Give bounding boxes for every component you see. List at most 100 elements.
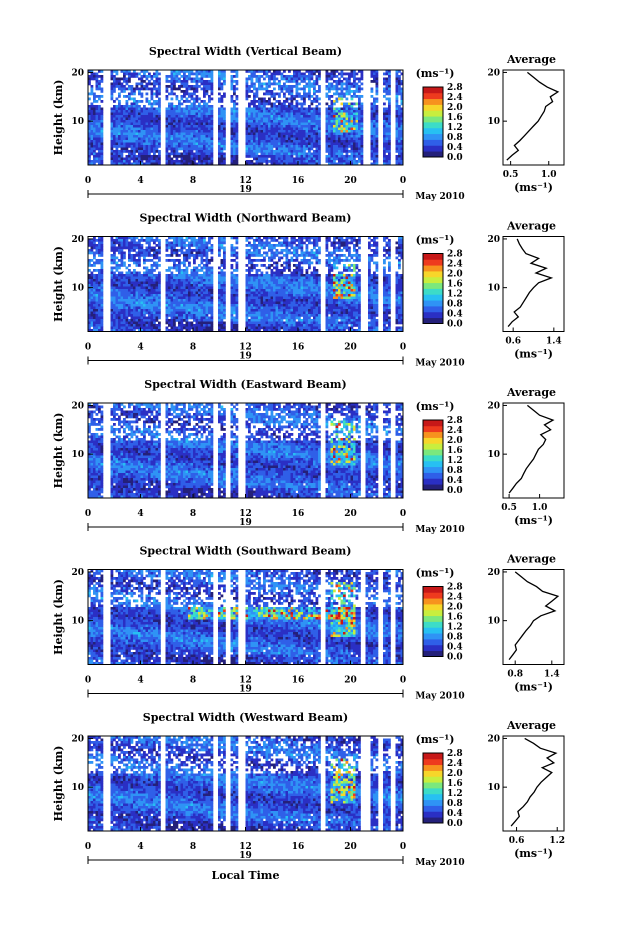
heatmap-cell [285,157,289,161]
heatmap-cell [123,90,126,93]
heatmap-cell [358,140,361,143]
heatmap-cell [315,82,319,86]
heatmap-cell [155,324,159,327]
heatmap-cell [333,80,336,83]
heatmap-cell [253,130,256,133]
heatmap-cell [305,130,309,133]
heatmap-cell [148,316,151,320]
heatmap-cell [120,130,124,133]
heatmap-cell [210,85,214,88]
heatmap-cell [100,147,104,151]
y-tick-label: 20 [71,68,84,78]
heatmap-cell [93,157,96,161]
heatmap-cell [145,279,149,282]
heatmap-cell [288,92,291,96]
heatmap-cell [285,160,289,163]
heatmap-cell [90,299,94,302]
heatmap-cell [88,92,91,96]
heatmap-cell [308,117,311,121]
heatmap-cell [205,70,209,73]
heatmap-cell [125,294,129,297]
heatmap-cell [340,125,344,128]
heatmap-cell [218,152,221,156]
heatmap-cell [260,157,264,161]
heatmap-cell [345,82,349,86]
heatmap-cell [180,241,184,245]
heatmap-cell [370,155,374,158]
heatmap-cell [168,284,171,287]
heatmap-cell [385,150,389,153]
heatmap-cell [150,239,154,242]
heatmap-cell [143,117,146,121]
heatmap-cell [400,82,404,86]
heatmap-cell [268,152,271,156]
heatmap-cell [98,147,101,151]
heatmap-cell [385,82,389,86]
heatmap-cell [220,105,224,108]
heatmap-cell [200,87,204,91]
heatmap-cell [373,80,376,83]
heatmap-cell [175,150,179,153]
heatmap-cell [330,72,334,76]
heatmap-cell [180,70,184,73]
heatmap-cell [295,105,299,108]
heatmap-cell [200,281,204,285]
heatmap-cell [93,125,96,128]
heatmap-cell [283,135,286,138]
heatmap-cell [375,125,379,128]
heatmap-cell [223,72,226,76]
heatmap-cell [193,137,196,141]
heatmap-cell [355,140,359,143]
heatmap-cell [115,299,119,302]
heatmap-cell [153,301,156,305]
heatmap-cell [358,127,361,131]
heatmap-cell [118,284,121,287]
heatmap-cell [110,110,114,113]
heatmap-cell [145,301,149,305]
heatmap-cell [158,284,161,287]
heatmap-cell [100,142,104,146]
heatmap-cell [120,117,124,121]
heatmap-cell [118,130,121,133]
heatmap-cell [273,95,276,98]
heatmap-cell [133,256,136,260]
heatmap-cell [125,301,129,305]
heatmap-cell [165,125,169,128]
heatmap-cell [205,324,209,327]
heatmap-cell [343,137,346,141]
heatmap-cell [310,120,314,123]
heatmap-cell [373,97,376,101]
heatmap-cell [190,244,194,247]
heatmap-cell [208,321,211,325]
heatmap-cell [318,142,321,146]
heatmap-cell [205,135,209,138]
heatmap-cell [188,72,191,76]
heatmap-cell [283,152,286,156]
heatmap-cell [388,145,391,148]
heatmap-cell [395,100,399,103]
heatmap-cell [318,107,321,111]
heatmap-cell [155,132,159,136]
heatmap-cell [283,107,286,111]
heatmap-cell [375,135,379,138]
heatmap-cell [93,147,96,151]
heatmap-cell [145,299,149,302]
heatmap-cell [150,316,154,320]
heatmap-cell [313,162,316,166]
heatmap-cell [178,326,181,330]
heatmap-cell [115,294,119,297]
heatmap-cell [148,309,151,312]
heatmap-cell [113,274,116,277]
heatmap-cell [158,162,161,166]
heatmap-cell [333,87,336,91]
heatmap-cell [140,249,144,252]
heatmap-cell [198,117,201,121]
heatmap-cell [140,110,144,113]
heatmap-cell [145,289,149,292]
heatmap-cell [130,107,134,111]
heatmap-cell [153,251,156,255]
heatmap-cell [278,80,281,83]
heatmap-cell [283,115,286,118]
heatmap-cell [113,132,116,136]
heatmap-cell [135,117,139,121]
